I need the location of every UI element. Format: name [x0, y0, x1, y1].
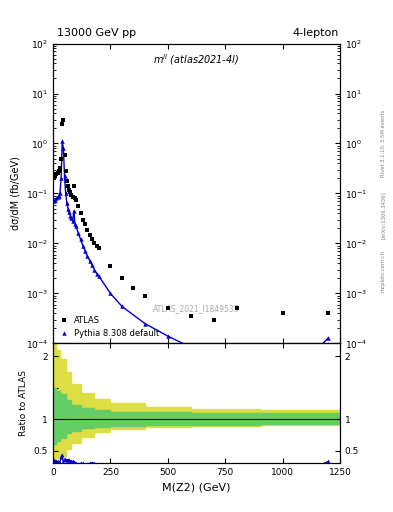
- ATLAS: [81, 217, 85, 223]
- Pythia 8.308 default: [63, 190, 68, 197]
- Pythia 8.308 default: [60, 138, 64, 144]
- ATLAS: [78, 210, 83, 217]
- Pythia 8.308 default: [92, 267, 97, 273]
- ATLAS: [119, 275, 124, 282]
- ATLAS: [72, 183, 76, 189]
- Pythia 8.308 default: [70, 218, 75, 224]
- ATLAS: [59, 156, 63, 162]
- Text: [arXiv:1306.3436]: [arXiv:1306.3436]: [381, 191, 386, 239]
- Pythia 8.308 default: [52, 198, 57, 204]
- Pythia 8.308 default: [143, 321, 147, 327]
- Pythia 8.308 default: [85, 253, 90, 260]
- Pythia 8.308 default: [58, 190, 62, 197]
- Pythia 8.308 default: [54, 195, 59, 201]
- Pythia 8.308 default: [69, 215, 74, 221]
- ATLAS: [68, 189, 73, 196]
- ATLAS: [97, 245, 101, 251]
- ATLAS: [211, 316, 216, 323]
- Pythia 8.308 default: [87, 258, 92, 264]
- ATLAS: [87, 231, 92, 238]
- ATLAS: [143, 293, 147, 299]
- ATLAS: [326, 310, 331, 316]
- Pythia 8.308 default: [94, 270, 99, 276]
- Legend: ATLAS, Pythia 8.308 default: ATLAS, Pythia 8.308 default: [55, 314, 162, 341]
- ATLAS: [94, 243, 99, 249]
- Text: 4-lepton: 4-lepton: [292, 28, 339, 38]
- Pythia 8.308 default: [72, 208, 76, 214]
- Line: Pythia 8.308 default: Pythia 8.308 default: [52, 139, 331, 387]
- Y-axis label: dσ/dM (fb/GeV): dσ/dM (fb/GeV): [10, 157, 20, 230]
- ATLAS: [57, 168, 61, 174]
- ATLAS: [92, 240, 97, 246]
- Pythia 8.308 default: [108, 290, 113, 296]
- Text: m$^{ll}$ (atlas2021-4l): m$^{ll}$ (atlas2021-4l): [153, 53, 240, 67]
- ATLAS: [70, 194, 75, 200]
- ATLAS: [76, 203, 81, 209]
- Pythia 8.308 default: [57, 193, 61, 199]
- Pythia 8.308 default: [81, 243, 85, 249]
- ATLAS: [58, 165, 62, 172]
- ATLAS: [66, 183, 70, 189]
- ATLAS: [67, 186, 72, 193]
- ATLAS: [54, 172, 59, 178]
- Pythia 8.308 default: [326, 335, 331, 341]
- Y-axis label: Ratio to ATLAS: Ratio to ATLAS: [19, 370, 28, 436]
- Pythia 8.308 default: [78, 237, 83, 243]
- Pythia 8.308 default: [119, 303, 124, 309]
- ATLAS: [165, 305, 170, 311]
- ATLAS: [53, 173, 58, 179]
- Pythia 8.308 default: [90, 262, 94, 268]
- Pythia 8.308 default: [83, 248, 88, 254]
- Pythia 8.308 default: [62, 173, 67, 179]
- Text: mcplots.cern.ch: mcplots.cern.ch: [381, 250, 386, 292]
- Pythia 8.308 default: [72, 221, 77, 227]
- Pythia 8.308 default: [64, 200, 69, 206]
- ATLAS: [90, 237, 94, 243]
- Line: ATLAS: ATLAS: [52, 117, 331, 322]
- ATLAS: [73, 197, 78, 203]
- ATLAS: [55, 169, 60, 176]
- Pythia 8.308 default: [76, 230, 81, 237]
- Text: Rivet 3.1.10, 3.5M events: Rivet 3.1.10, 3.5M events: [381, 110, 386, 177]
- Pythia 8.308 default: [55, 194, 60, 200]
- Pythia 8.308 default: [68, 212, 73, 219]
- Pythia 8.308 default: [67, 209, 72, 216]
- Pythia 8.308 default: [280, 381, 285, 388]
- Pythia 8.308 default: [97, 273, 101, 280]
- Pythia 8.308 default: [165, 333, 170, 339]
- Pythia 8.308 default: [61, 145, 66, 152]
- ATLAS: [234, 305, 239, 311]
- ATLAS: [280, 310, 285, 316]
- Pythia 8.308 default: [73, 223, 78, 229]
- Pythia 8.308 default: [66, 205, 70, 211]
- X-axis label: M(Z2) (GeV): M(Z2) (GeV): [162, 483, 231, 493]
- ATLAS: [72, 195, 77, 201]
- ATLAS: [108, 263, 113, 269]
- ATLAS: [60, 120, 64, 126]
- ATLAS: [69, 191, 74, 198]
- Pythia 8.308 default: [59, 175, 63, 181]
- Pythia 8.308 default: [53, 197, 58, 203]
- ATLAS: [131, 285, 136, 291]
- Text: ATLAS_2021_I1849535: ATLAS_2021_I1849535: [153, 305, 240, 313]
- Text: 13000 GeV pp: 13000 GeV pp: [57, 28, 136, 38]
- ATLAS: [64, 178, 69, 184]
- Pythia 8.308 default: [211, 355, 216, 361]
- ATLAS: [188, 313, 193, 319]
- ATLAS: [85, 226, 90, 232]
- ATLAS: [83, 221, 88, 227]
- ATLAS: [62, 152, 67, 158]
- ATLAS: [63, 168, 68, 174]
- ATLAS: [52, 175, 57, 181]
- ATLAS: [61, 117, 66, 123]
